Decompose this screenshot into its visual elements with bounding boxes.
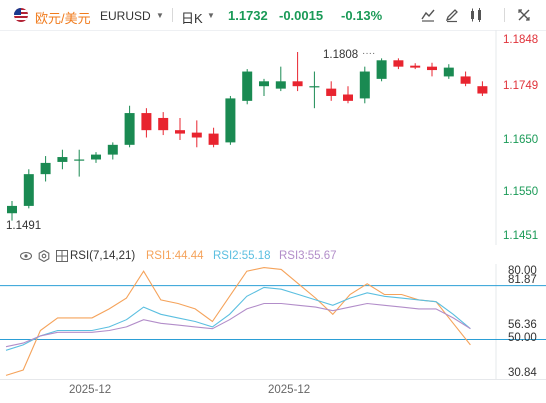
draw-tool-icon[interactable]: [444, 7, 460, 23]
candle-body: [410, 65, 421, 68]
candle-body: [393, 60, 404, 67]
rsi-tick-current: 56.36: [508, 319, 537, 331]
candlestick-chart[interactable]: 1.1808 ···· 1.1491: [0, 30, 546, 245]
high-price-marker-leader: ····: [362, 48, 375, 59]
candle-body: [74, 159, 85, 161]
rsi2-line: [5, 286, 471, 351]
eye-icon[interactable]: [20, 250, 32, 262]
time-axis-line: [0, 379, 546, 380]
candle-body: [242, 71, 253, 101]
price-change: -0.0015: [279, 8, 324, 23]
rsi3-line: [5, 302, 471, 348]
candle-body: [427, 66, 437, 71]
rsi-tick-80: 80.00: [508, 265, 537, 277]
candle-body: [292, 81, 303, 87]
candle-body: [359, 71, 370, 99]
rsi2-value: RSI2:55.18: [213, 250, 271, 262]
chart-toolbar: 欧元/美元 EURUSD ▼ 日K ▼ 1.1732 -0.0015 -0.13…: [0, 0, 546, 31]
candle-body: [91, 154, 101, 160]
rsi-tick-high: 81.87: [508, 274, 537, 286]
price-tick-5: 1.1451: [503, 230, 539, 242]
pair-name[interactable]: 欧元/美元: [35, 11, 91, 26]
toolbar-divider-right: [504, 8, 505, 22]
candle-body: [23, 174, 34, 206]
time-tick-2: 2025-12: [268, 384, 311, 396]
candle-body: [225, 98, 236, 143]
price-change-percent: -0.13%: [341, 8, 383, 23]
period-dropdown-icon[interactable]: ▼: [207, 11, 215, 20]
candle-body: [208, 133, 219, 145]
rsi-chart[interactable]: [0, 264, 546, 379]
last-price: 1.1732: [228, 8, 268, 23]
candle-body: [343, 94, 353, 101]
rsi1-line: [5, 267, 471, 376]
rsi1-value: RSI1:44.44: [146, 250, 204, 262]
candle-body: [460, 76, 471, 84]
indicator-icon[interactable]: [420, 7, 436, 23]
pair-dropdown-icon[interactable]: ▼: [156, 11, 164, 20]
candle-body: [107, 144, 118, 155]
candle-body: [40, 162, 51, 175]
fullscreen-icon[interactable]: [516, 7, 532, 23]
candle-body: [259, 81, 269, 87]
candle-body: [158, 117, 169, 131]
compare-icon[interactable]: [468, 7, 484, 23]
candle-body: [57, 157, 68, 162]
candle-body: [309, 86, 320, 88]
candle-body: [477, 86, 488, 94]
price-tick-3: 1.1650: [503, 134, 539, 146]
rsi3-value: RSI3:55.67: [279, 250, 337, 262]
candle-body: [275, 81, 286, 89]
rsi-tick-50: 50.00: [508, 332, 537, 344]
grid-icon[interactable]: [56, 250, 68, 262]
candle-body: [326, 88, 337, 96]
candle-body: [124, 113, 135, 145]
period-selector[interactable]: 日K: [181, 11, 203, 26]
rsi-tick-low: 30.84: [508, 367, 537, 379]
candle-body: [7, 205, 17, 214]
high-price-marker: 1.1808: [323, 49, 358, 61]
rsi-title: RSI(7,14,21): [70, 250, 136, 262]
low-price-marker: 1.1491: [6, 220, 41, 232]
toolbar-divider: [172, 8, 173, 22]
pair-code[interactable]: EURUSD: [100, 9, 151, 23]
candle-body: [191, 132, 202, 138]
candle-body: [443, 67, 454, 77]
rsi-header: RSI(7,14,21) RSI1:44.44 RSI2:55.18 RSI3:…: [0, 248, 546, 266]
price-tick-2: 1.1749: [503, 80, 539, 92]
candle-body: [141, 113, 152, 131]
price-tick-1: 1.1848: [503, 34, 539, 46]
price-tick-4: 1.1550: [503, 186, 539, 198]
settings-icon[interactable]: [38, 250, 50, 262]
candle-body: [175, 130, 185, 134]
time-tick-1: 2025-12: [69, 384, 112, 396]
candle-body: [376, 60, 387, 79]
eu-us-flag-icon: [14, 8, 28, 22]
